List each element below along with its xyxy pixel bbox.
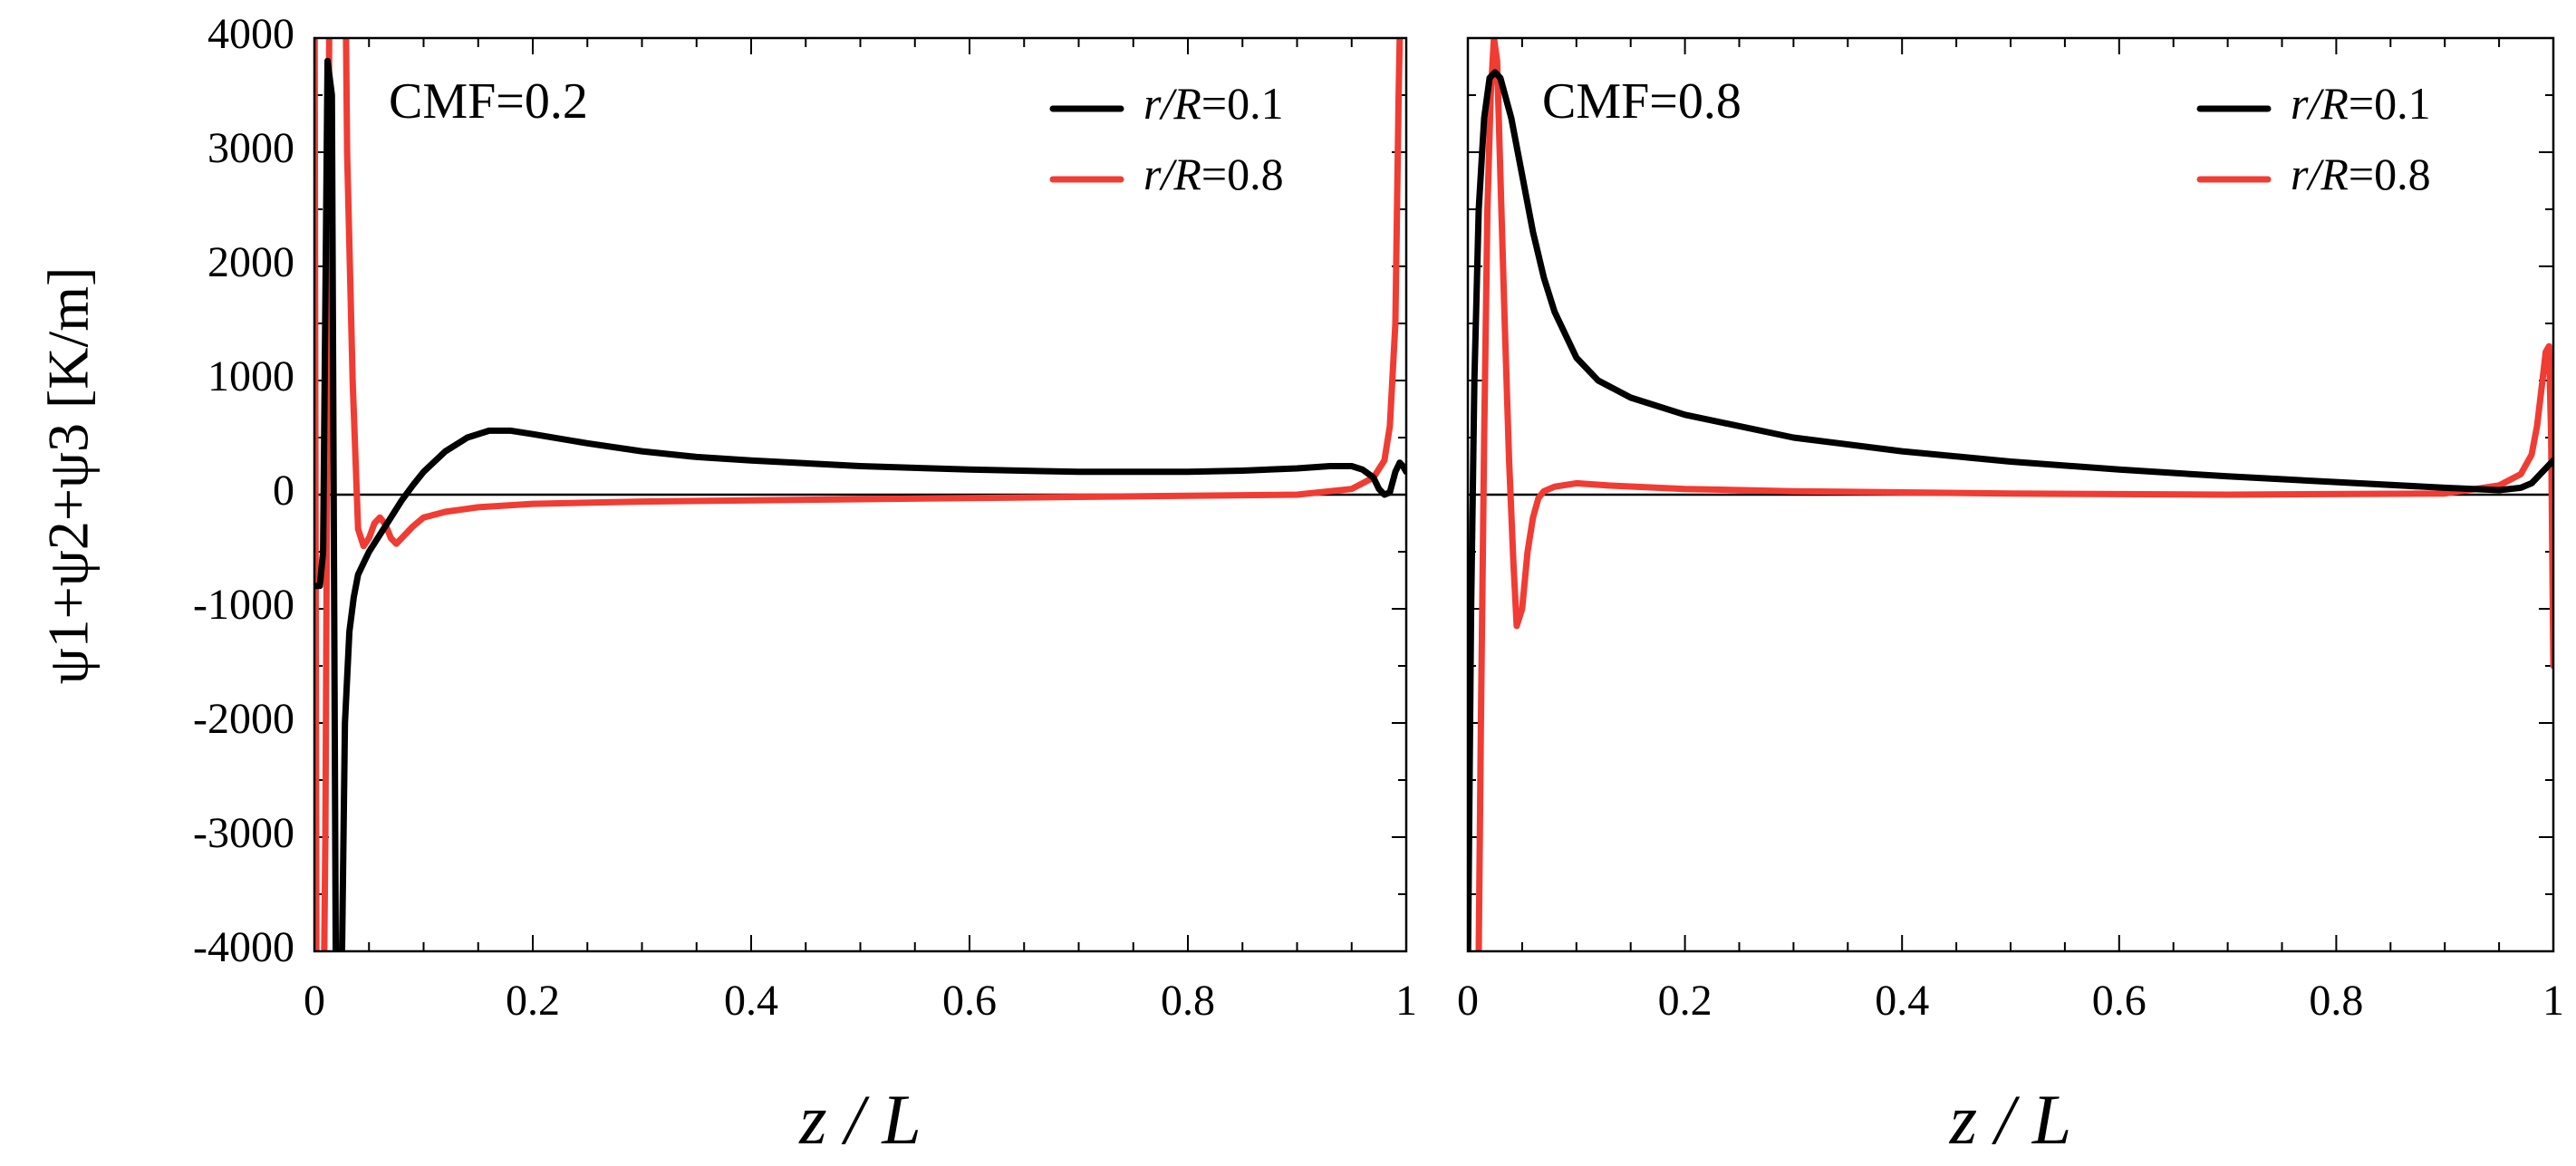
series-line-r-r-0-8 <box>1475 38 2553 951</box>
x-tick-label: 0.8 <box>2309 977 2363 1025</box>
plot-frame <box>1466 36 2555 953</box>
plot-frame <box>313 36 1408 953</box>
series-group <box>314 38 1406 951</box>
series-group <box>1468 38 2553 951</box>
legend-label: r/R=0.8 <box>1143 149 1284 199</box>
x-tick-label: 0.4 <box>1875 977 1929 1025</box>
y-tick-label: -2000 <box>193 695 294 743</box>
x-tick-label: 0 <box>1457 977 1479 1025</box>
y-tick-label: -1000 <box>193 581 294 629</box>
x-axis-label: z / L <box>798 1080 921 1159</box>
y-tick-label: -3000 <box>193 809 294 857</box>
y-tick-label: -4000 <box>193 923 294 971</box>
series-line-r-r-0-1 <box>1468 69 2553 951</box>
panel-title: CMF=0.2 <box>389 73 588 130</box>
x-tick-label: 0.6 <box>942 977 997 1025</box>
panel-cmf-0-8: 0 0.2 0.4 0.6 0.8 1 CMF=0.8 r/R=0.1 r/R=0.8 z / L <box>1457 36 2564 1159</box>
x-tick-label: 0.2 <box>506 977 560 1025</box>
y-tick-label: 0 <box>273 467 294 515</box>
y-tick-label: 4000 <box>207 10 294 58</box>
series-line-r-r-0-8 <box>314 38 1404 951</box>
x-tick-label: 0.4 <box>724 977 778 1025</box>
x-tick-label: 0.6 <box>2092 977 2147 1025</box>
x-tick-label: 1 <box>2542 977 2564 1025</box>
legend-label: r/R=0.8 <box>2291 149 2431 199</box>
y-tick-label: 2000 <box>207 238 294 286</box>
x-axis-label: z / L <box>1949 1080 2071 1159</box>
x-tick-label: 0.8 <box>1161 977 1215 1025</box>
series-line-r-r-0-1 <box>314 57 1406 951</box>
y-axis-label: ψ1+ψ2+ψ3 [K/m] <box>36 267 101 685</box>
panel-title: CMF=0.8 <box>1542 73 1741 130</box>
legend-label: r/R=0.1 <box>2291 78 2431 129</box>
x-tick-label: 0 <box>304 977 325 1025</box>
panel-cmf-0-2: 0 0.2 0.4 0.6 0.8 1 4000 3000 2000 1000 0 -1000 -200… <box>193 10 1417 1159</box>
x-tick-label: 0.2 <box>1658 977 1713 1025</box>
x-tick-label: 1 <box>1395 977 1417 1025</box>
y-tick-label: 1000 <box>207 352 294 400</box>
y-tick-label: 3000 <box>207 124 294 172</box>
legend-label: r/R=0.1 <box>1143 78 1284 129</box>
